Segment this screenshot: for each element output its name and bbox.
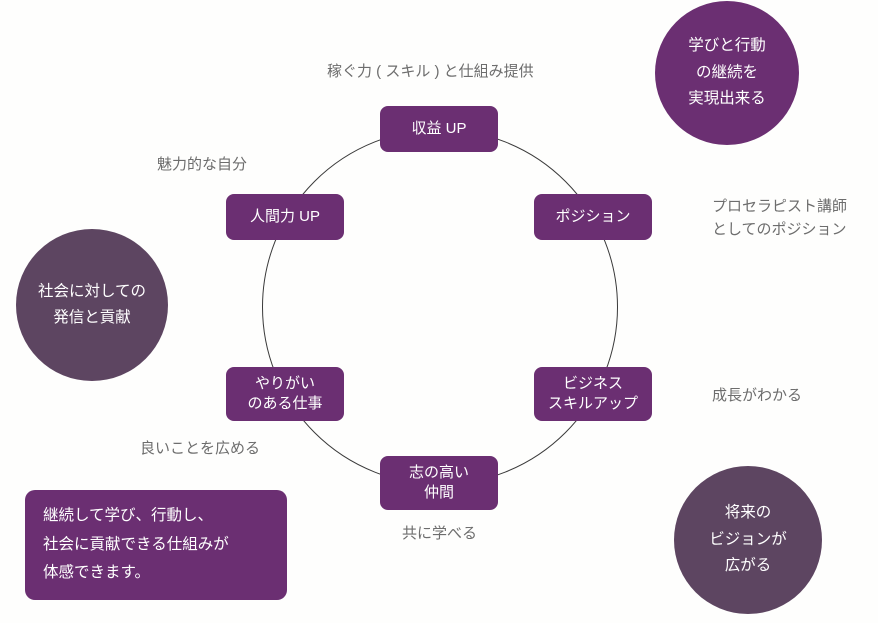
- node-label: 人間力 UP: [250, 207, 320, 227]
- bubble-society: 社会に対しての発信と貢献: [16, 229, 168, 381]
- node-label: 志の高い仲間: [409, 463, 469, 504]
- node-comrades: 志の高い仲間: [380, 456, 498, 510]
- caption-position: プロセラピスト講師としてのポジション: [712, 195, 847, 242]
- callout-text: 継続して学び、行動し、社会に貢献できる仕組みが体感できます。: [43, 507, 229, 581]
- bubble-learn: 学びと行動の継続を実現出来る: [655, 1, 799, 145]
- node-label: ビジネススキルアップ: [548, 374, 638, 415]
- bubble-text: 社会に対しての発信と貢献: [38, 279, 146, 332]
- node-bizskill: ビジネススキルアップ: [534, 367, 652, 421]
- bubble-text: 将来のビジョンが広がる: [709, 500, 787, 579]
- node-position: ポジション: [534, 194, 652, 240]
- node-label: やりがいのある仕事: [247, 374, 322, 415]
- cycle-ring: [262, 129, 618, 485]
- caption-bizskill: 成長がわかる: [712, 384, 802, 407]
- node-meaning: やりがいのある仕事: [226, 367, 344, 421]
- summary-callout: 継続して学び、行動し、社会に貢献できる仕組みが体感できます。: [25, 490, 287, 600]
- caption-comrades: 共に学べる: [402, 522, 477, 545]
- bubble-vision: 将来のビジョンが広がる: [674, 466, 822, 614]
- node-label: 収益 UP: [411, 119, 466, 139]
- caption-revenue: 稼ぐ力 ( スキル ) と仕組み提供: [327, 60, 534, 83]
- bubble-text: 学びと行動の継続を実現出来る: [688, 33, 766, 112]
- caption-meaning: 良いことを広める: [140, 437, 260, 460]
- node-revenue: 収益 UP: [380, 106, 498, 152]
- caption-human: 魅力的な自分: [157, 153, 247, 176]
- node-label: ポジション: [555, 207, 630, 227]
- node-human: 人間力 UP: [226, 194, 344, 240]
